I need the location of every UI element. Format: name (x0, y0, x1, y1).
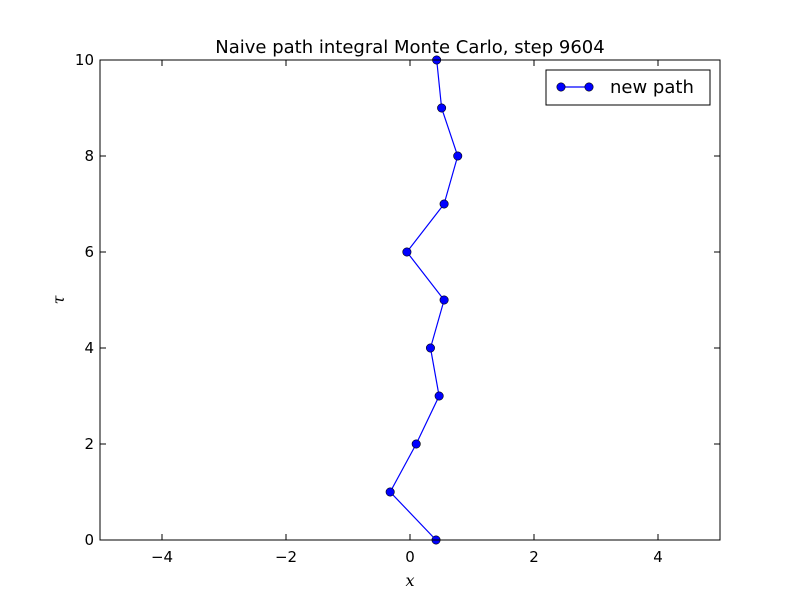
x-tick-label: 2 (529, 548, 539, 566)
y-tick-label: 8 (84, 147, 94, 165)
x-tick-label: 4 (653, 548, 663, 566)
legend-marker (556, 82, 566, 92)
legend: new path (545, 69, 711, 106)
chart-title: Naive path integral Monte Carlo, step 96… (215, 37, 604, 58)
y-tick-label: 4 (84, 339, 94, 357)
data-point (425, 343, 435, 353)
y-tick-label: 0 (84, 531, 94, 549)
y-tick-label: 2 (84, 435, 94, 453)
data-point (439, 295, 449, 305)
data-point (439, 199, 449, 209)
x-axis-label: x (405, 571, 414, 590)
legend-marker (584, 82, 594, 92)
data-point (437, 103, 447, 113)
data-point (385, 487, 395, 497)
x-tick-label: 0 (405, 548, 415, 566)
data-point (434, 391, 444, 401)
legend-label: new path (610, 77, 694, 98)
x-tick-label: −4 (151, 548, 173, 566)
axis-ticks: −4 −2 0 2 4 0 2 4 6 8 10 (75, 51, 720, 566)
y-axis-label: τ (49, 294, 68, 304)
x-tick-label: −2 (275, 548, 297, 566)
series-layer (385, 55, 463, 545)
plot-area-frame (99, 59, 721, 541)
y-tick-label: 10 (75, 51, 94, 69)
data-point (453, 151, 463, 161)
y-tick-label: 6 (84, 243, 94, 261)
data-point (402, 247, 412, 257)
data-point (411, 439, 421, 449)
